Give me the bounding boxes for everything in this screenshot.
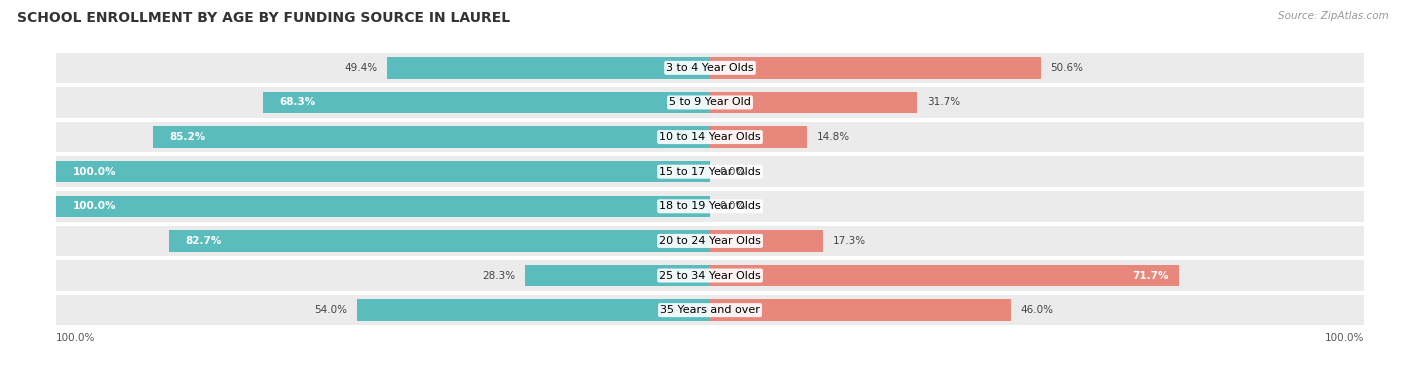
- Text: 25 to 34 Year Olds: 25 to 34 Year Olds: [659, 271, 761, 280]
- Text: 100.0%: 100.0%: [56, 333, 96, 342]
- Text: Source: ZipAtlas.com: Source: ZipAtlas.com: [1278, 11, 1389, 21]
- Bar: [387, 57, 710, 79]
- Bar: [357, 299, 710, 321]
- Bar: [56, 195, 710, 217]
- Bar: [56, 87, 1364, 118]
- Text: 10 to 14 Year Olds: 10 to 14 Year Olds: [659, 132, 761, 142]
- Bar: [169, 230, 710, 252]
- Bar: [710, 299, 1011, 321]
- Text: 100.0%: 100.0%: [73, 167, 117, 177]
- Text: 0.0%: 0.0%: [720, 201, 747, 211]
- Bar: [710, 230, 823, 252]
- Bar: [710, 92, 917, 113]
- Bar: [710, 57, 1040, 79]
- Bar: [710, 126, 807, 148]
- Bar: [56, 191, 1364, 222]
- Text: 82.7%: 82.7%: [186, 236, 222, 246]
- Bar: [56, 295, 1364, 325]
- Text: 0.0%: 0.0%: [720, 167, 747, 177]
- Text: 18 to 19 Year Olds: 18 to 19 Year Olds: [659, 201, 761, 211]
- Bar: [56, 260, 1364, 291]
- Text: 54.0%: 54.0%: [314, 305, 347, 315]
- Bar: [56, 156, 1364, 187]
- Text: 49.4%: 49.4%: [344, 63, 377, 73]
- Text: 15 to 17 Year Olds: 15 to 17 Year Olds: [659, 167, 761, 177]
- Text: 100.0%: 100.0%: [73, 201, 117, 211]
- Text: 28.3%: 28.3%: [482, 271, 515, 280]
- Bar: [56, 161, 710, 183]
- Text: 31.7%: 31.7%: [927, 98, 960, 107]
- Text: 71.7%: 71.7%: [1132, 271, 1168, 280]
- Bar: [710, 265, 1178, 286]
- Bar: [56, 53, 1364, 83]
- Text: 85.2%: 85.2%: [169, 132, 205, 142]
- Text: 68.3%: 68.3%: [280, 98, 316, 107]
- Text: 35 Years and over: 35 Years and over: [659, 305, 761, 315]
- Text: 20 to 24 Year Olds: 20 to 24 Year Olds: [659, 236, 761, 246]
- Bar: [56, 226, 1364, 256]
- Text: 50.6%: 50.6%: [1050, 63, 1084, 73]
- Text: 5 to 9 Year Old: 5 to 9 Year Old: [669, 98, 751, 107]
- Text: 46.0%: 46.0%: [1021, 305, 1053, 315]
- Text: 100.0%: 100.0%: [1324, 333, 1364, 342]
- Bar: [524, 265, 710, 286]
- Bar: [263, 92, 710, 113]
- Text: 17.3%: 17.3%: [832, 236, 866, 246]
- Text: 14.8%: 14.8%: [817, 132, 849, 142]
- Bar: [56, 122, 1364, 152]
- Text: SCHOOL ENROLLMENT BY AGE BY FUNDING SOURCE IN LAUREL: SCHOOL ENROLLMENT BY AGE BY FUNDING SOUR…: [17, 11, 510, 25]
- Text: 3 to 4 Year Olds: 3 to 4 Year Olds: [666, 63, 754, 73]
- Bar: [153, 126, 710, 148]
